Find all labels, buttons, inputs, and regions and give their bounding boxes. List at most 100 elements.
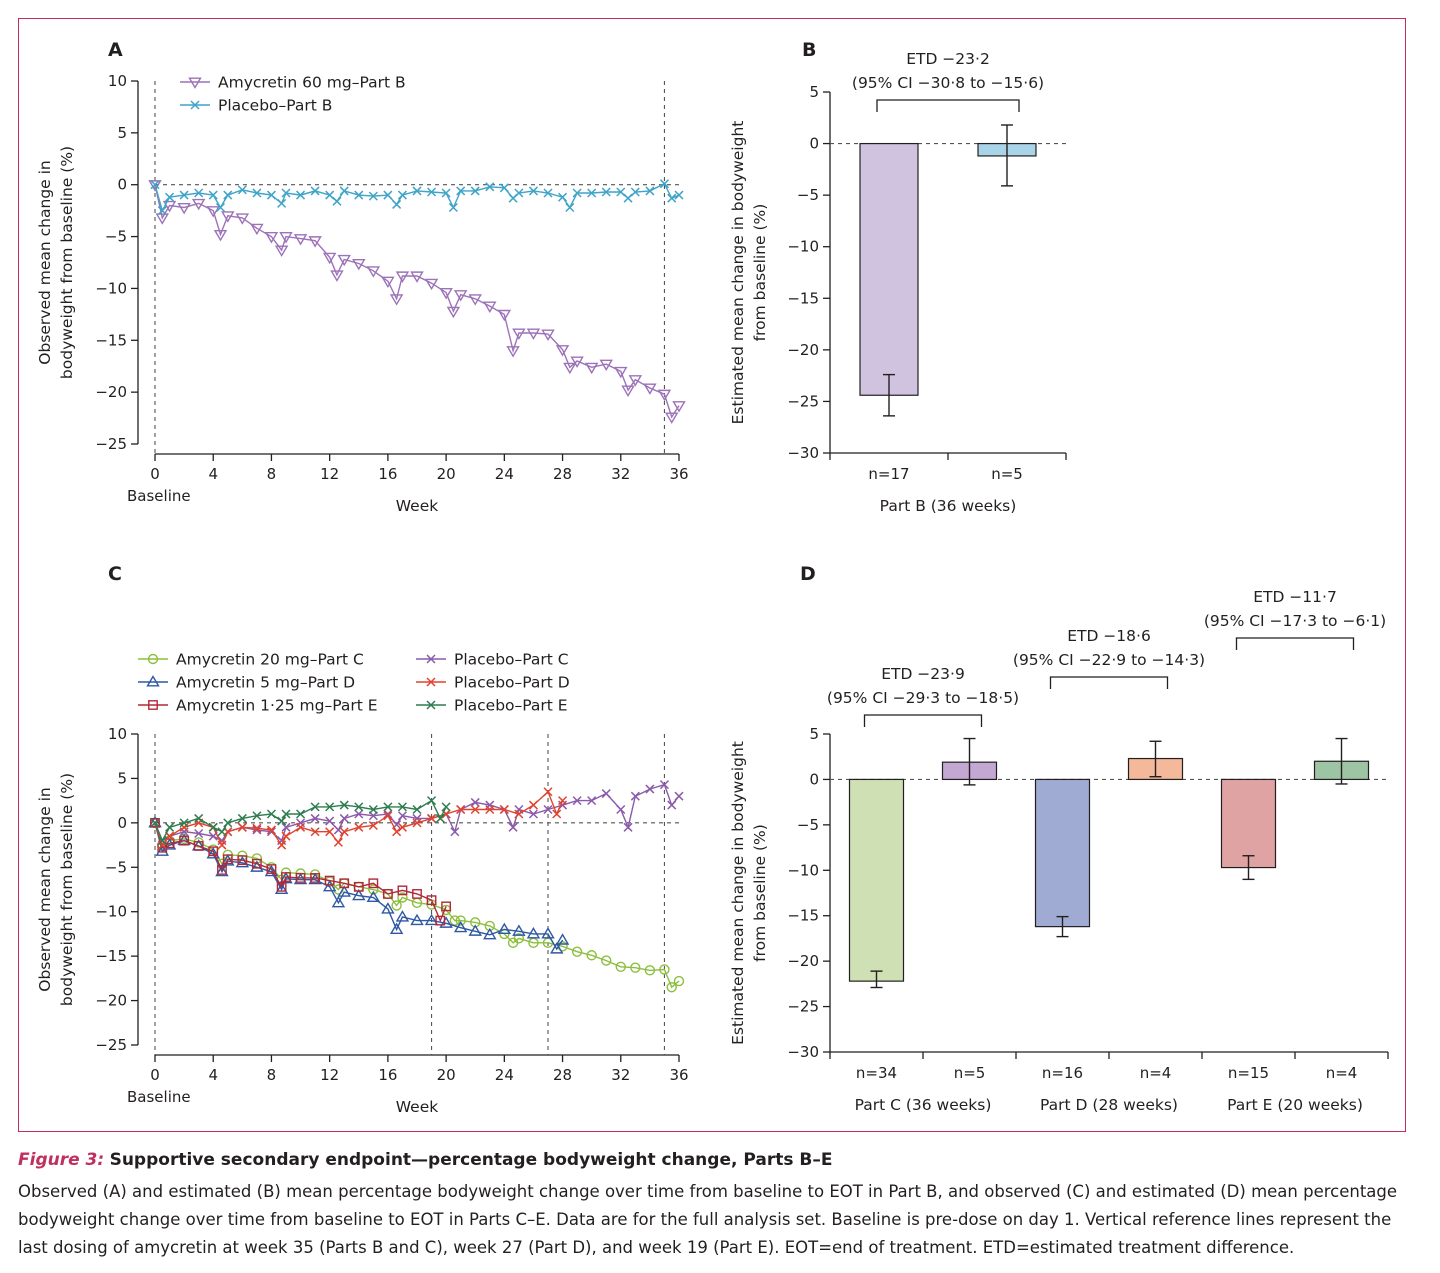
legend-marker xyxy=(188,77,202,89)
data-point xyxy=(389,294,404,306)
data-point xyxy=(453,920,468,933)
panel-letter: A xyxy=(108,39,123,61)
data-point xyxy=(179,818,189,828)
data-point xyxy=(352,258,366,271)
panel-d: D 5 0 −5 −10 −15 −20 −25 −30 Estimated mean chang… xyxy=(729,563,1389,1114)
etd-bracket xyxy=(863,714,983,727)
data-point xyxy=(250,860,264,872)
x-tick-label: 20 xyxy=(437,465,456,483)
data-point xyxy=(310,802,320,812)
data-point xyxy=(274,245,289,257)
baseline-label: Baseline xyxy=(127,1088,191,1106)
y-tick-label: 5 xyxy=(809,83,819,101)
x-tick-label: 16 xyxy=(378,1066,397,1084)
data-point xyxy=(526,328,541,340)
y-tick-label: −10 xyxy=(95,903,127,921)
data-point xyxy=(293,234,308,246)
panel-letter: D xyxy=(800,563,816,585)
figure-caption: Figure 3: Supportive secondary endpoint—… xyxy=(18,1148,1418,1262)
legend-item: Amycretin 60 mg–Part B xyxy=(180,74,406,92)
data-point xyxy=(274,882,289,895)
y-tick-label: −5 xyxy=(105,858,127,876)
data-point xyxy=(497,922,512,935)
data-point xyxy=(277,198,287,208)
y-tick-label: −10 xyxy=(95,279,127,297)
data-point xyxy=(449,915,461,926)
data-point xyxy=(543,804,553,815)
series-amycretin-1-25-mg-part-e xyxy=(150,817,452,926)
data-point xyxy=(206,847,220,859)
data-point xyxy=(354,190,364,200)
data-point xyxy=(368,804,378,815)
data-point xyxy=(657,389,672,402)
data-point xyxy=(354,809,364,819)
y-tick-label: 5 xyxy=(117,124,127,142)
data-point xyxy=(215,864,229,877)
data-point xyxy=(570,356,584,368)
data-point xyxy=(281,809,291,819)
data-point xyxy=(354,822,364,832)
data-point xyxy=(528,809,538,819)
data-point xyxy=(485,804,495,815)
data-point xyxy=(543,188,553,198)
data-point xyxy=(601,955,612,966)
data-point xyxy=(448,203,458,213)
y-tick-label: 5 xyxy=(117,769,127,787)
y-tick-label: −5 xyxy=(797,816,819,834)
y-tick-label: 10 xyxy=(108,725,127,743)
data-point xyxy=(427,813,437,823)
data-point xyxy=(468,924,482,936)
legend-marker xyxy=(190,100,200,110)
data-point xyxy=(412,804,422,815)
data-point xyxy=(208,822,218,832)
y-axis-title: from baseline (%) xyxy=(751,204,769,342)
data-point xyxy=(439,288,453,300)
y-tick-label: −15 xyxy=(95,947,127,965)
y-tick-label: −5 xyxy=(797,186,819,204)
data-point xyxy=(157,836,167,846)
data-point xyxy=(264,864,279,877)
data-point xyxy=(565,203,575,213)
data-point xyxy=(339,827,349,837)
data-point xyxy=(325,816,335,826)
data-point xyxy=(310,186,320,196)
data-point xyxy=(470,797,480,807)
series-line xyxy=(154,783,680,842)
legend-item: Placebo–Part E xyxy=(416,697,568,715)
data-point xyxy=(155,213,170,225)
data-point xyxy=(217,827,227,837)
data-point xyxy=(572,188,582,198)
bar-n-label: n=4 xyxy=(1326,1064,1358,1082)
legend-item: Placebo–Part C xyxy=(416,651,569,669)
etd-bracket xyxy=(1049,676,1169,689)
data-point xyxy=(208,846,219,857)
data-point xyxy=(368,820,378,831)
bar xyxy=(848,778,905,982)
data-point xyxy=(353,881,364,892)
data-point xyxy=(237,822,247,832)
data-point xyxy=(470,186,480,196)
data-point xyxy=(339,878,350,889)
data-point xyxy=(664,412,679,424)
data-point xyxy=(513,933,525,944)
data-point xyxy=(450,827,460,837)
y-axis-title: Observed mean change in xyxy=(36,160,54,364)
data-point xyxy=(630,187,640,197)
bar-group-part-e-20-weeks: n=15 n=4 Part E (20 weeks) ETD −11·7 (95% CI… xyxy=(1204,588,1386,1114)
data-point xyxy=(213,229,228,242)
data-point xyxy=(541,927,555,939)
data-point xyxy=(543,787,553,797)
y-tick-label: 5 xyxy=(809,725,819,743)
x-tick-label: 12 xyxy=(320,1066,339,1084)
etd-ci-label: (95% CI −30·8 to −15·6) xyxy=(852,74,1044,92)
x-tick-label: 28 xyxy=(553,1066,572,1084)
data-point xyxy=(555,345,570,357)
data-point xyxy=(439,916,453,928)
data-point xyxy=(308,236,322,248)
legend-item: Amycretin 20 mg–Part C xyxy=(138,651,364,669)
data-point xyxy=(293,872,308,885)
data-point xyxy=(424,278,439,291)
data-point xyxy=(435,813,445,823)
legend-label: Placebo–Part E xyxy=(454,697,568,715)
data-point xyxy=(427,796,437,806)
